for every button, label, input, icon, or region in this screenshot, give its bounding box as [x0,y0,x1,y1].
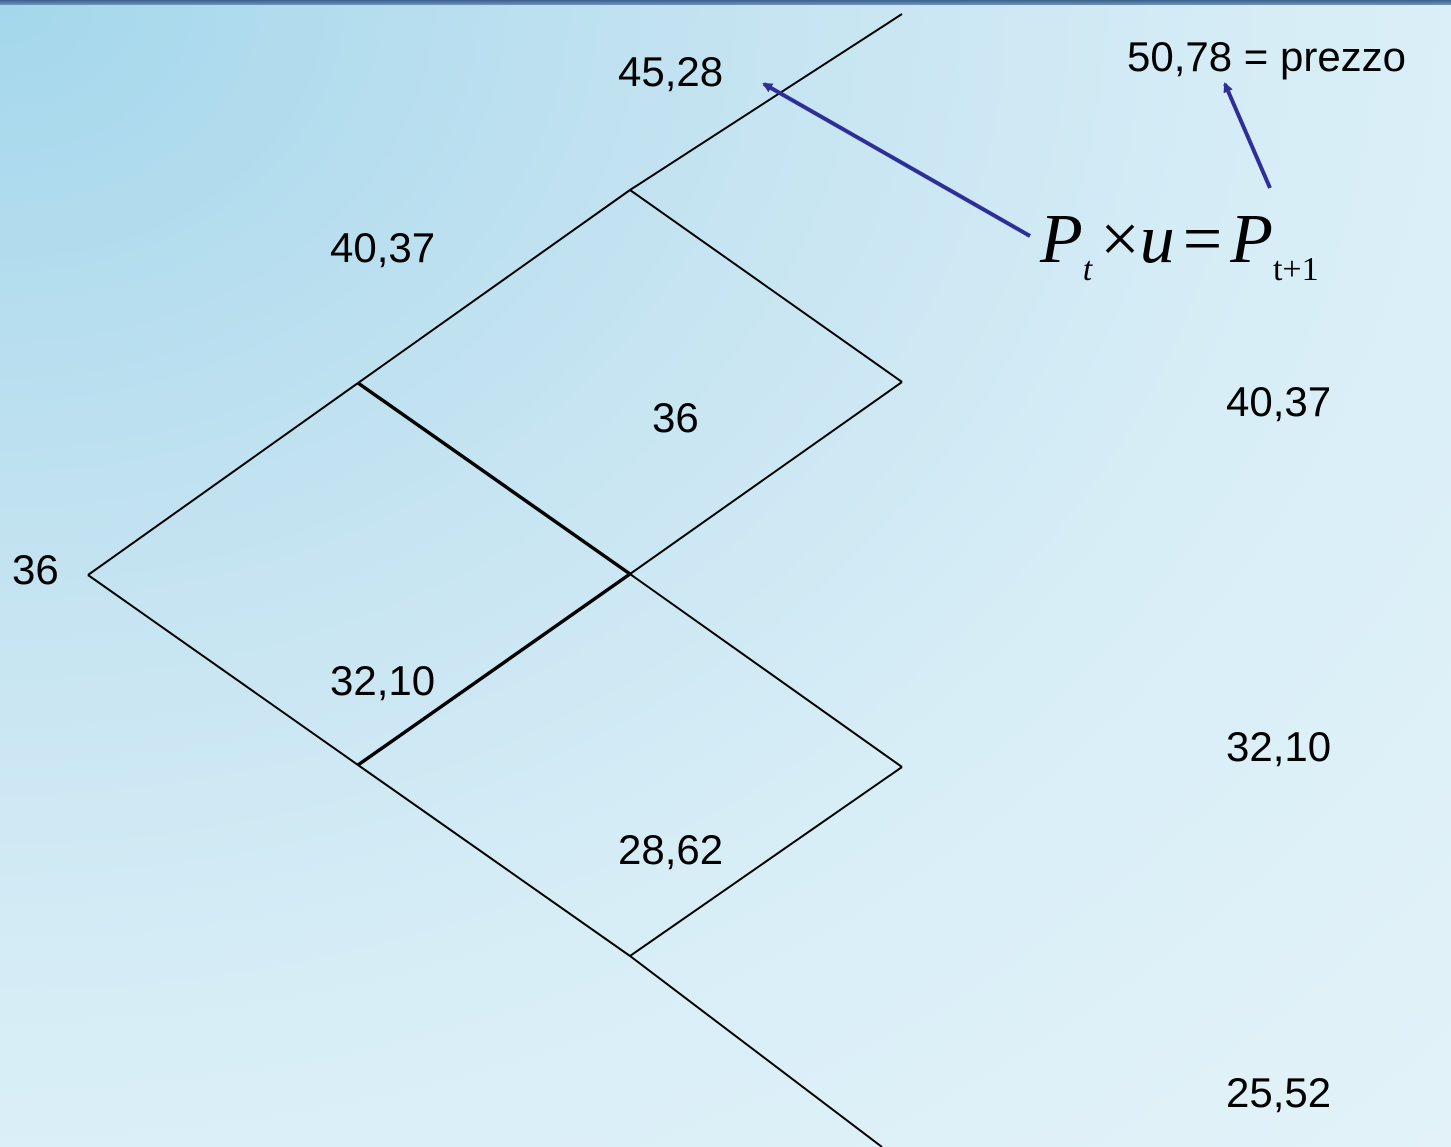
edge-u-up [357,189,631,384]
node-uud: 40,37 [1226,378,1332,425]
top-border-bar [0,0,1451,5]
price-update-formula: Pt ×u = Pt+1 [1040,205,1380,295]
edge-u-down [356,381,632,576]
node-root: 36 [12,546,59,593]
formula-times: × [1100,201,1140,278]
edge-root-down [87,574,359,766]
node-d: 32,10 [330,657,436,704]
edge-uu-up [629,13,903,191]
formula-base-right: P [1230,201,1273,278]
edge-dd-down [629,955,883,1147]
node-ud: 36 [652,394,699,441]
node-uuu: 50,78 = prezzo [1127,33,1407,80]
formula-factor: u [1139,201,1175,278]
node-udd: 32,10 [1226,723,1332,770]
edge-root-up [87,382,359,576]
node-dd: 28,62 [618,826,724,873]
edge-dd-up [629,766,903,957]
arrow-to-50-78 [1223,82,1272,189]
edge-d-down [357,764,631,957]
edge-ud-down [629,573,903,768]
arrow-to-45-28 [762,82,1031,238]
formula-sub-right: t+1 [1272,251,1319,288]
edge-ud-up [629,381,903,575]
node-uu: 45,28 [618,48,724,95]
node-ddd: 25,52 [1226,1069,1332,1116]
formula-sub-left: t [1082,251,1093,288]
formula-base-left: P [1040,201,1083,278]
node-u: 40,37 [330,224,436,271]
formula-equals: = [1182,201,1223,278]
edge-uu-down [629,189,903,383]
edge-d-up [356,572,632,767]
